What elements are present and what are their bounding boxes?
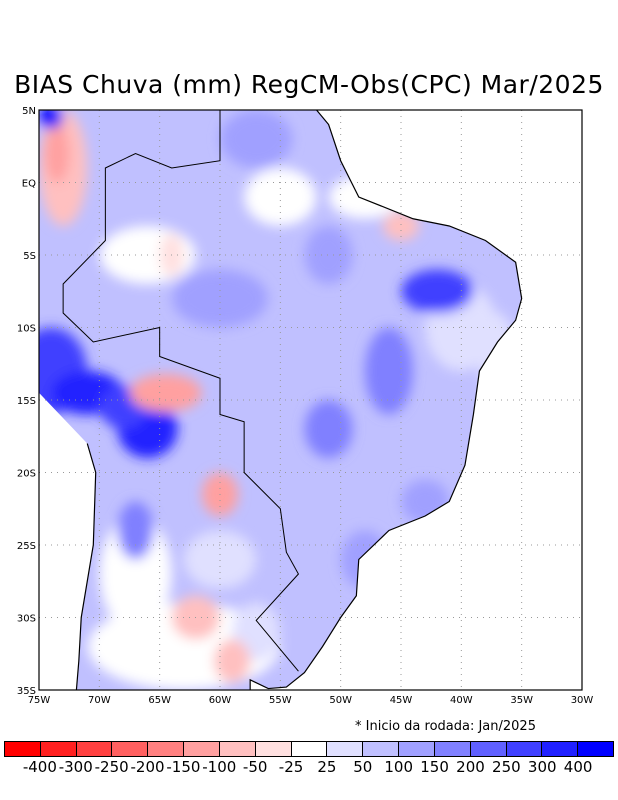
colorbar-label: -100 [202, 758, 237, 776]
lat-tick-label: 5N [22, 106, 36, 117]
bias-contour-region [304, 400, 353, 458]
colorbar-label: -50 [242, 758, 268, 776]
bias-contour-region [172, 269, 268, 328]
lat-tick-label: 30S [17, 614, 36, 625]
bias-contour-region [244, 168, 317, 226]
colorbar-swatch [363, 742, 400, 756]
bias-contour-region [117, 501, 154, 560]
run-start-note: * Inicio da rodada: Jan/2025 [355, 719, 536, 734]
colorbar-swatch [219, 742, 256, 756]
bias-contour-region [45, 124, 70, 183]
colorbar-swatch [542, 742, 579, 756]
colorbar-label: 150 [420, 758, 449, 776]
colorbar-label: 200 [456, 758, 485, 776]
colorbar-swatch [76, 742, 113, 756]
lat-tick-label: 20S [17, 469, 36, 480]
bias-contour-region [340, 530, 389, 589]
bias-contour-region [383, 211, 419, 241]
colorbar-label: -250 [94, 758, 129, 776]
lat-tick-label: 15S [17, 396, 36, 407]
colorbar-swatch [327, 742, 364, 756]
lon-tick-label: 70W [88, 695, 111, 706]
lon-tick-label: 65W [148, 695, 171, 706]
colorbar [4, 741, 614, 757]
lon-tick-label: 35W [510, 695, 533, 706]
bias-contour-region [364, 327, 413, 415]
colorbar-swatch [291, 742, 328, 756]
bias-contour-region [401, 479, 450, 524]
colorbar-label: 250 [492, 758, 521, 776]
colorbar-label: -300 [58, 758, 93, 776]
colorbar-label: -25 [278, 758, 304, 776]
brazil-border [62, 110, 300, 672]
lon-tick-label: 40W [450, 695, 473, 706]
colorbar-swatch [470, 742, 507, 756]
bias-contour-region [220, 110, 293, 168]
lat-tick-label: 5S [23, 251, 36, 262]
colorbar-label: 25 [317, 758, 337, 776]
colorbar-label: -200 [130, 758, 165, 776]
colorbar-swatch [506, 742, 543, 756]
lon-tick-label: 60W [209, 695, 232, 706]
lon-tick-label: 30W [571, 695, 594, 706]
colorbar-label: 400 [563, 758, 593, 776]
colorbar-labels: -400 -300 -250 -200 -150 -100 -50 -25 25 50 100 150… [0, 758, 618, 778]
bias-contour-region [39, 110, 64, 129]
lat-tick-label: EQ [22, 179, 36, 190]
bias-contour-region [401, 269, 474, 313]
colorbar-label: -150 [166, 758, 201, 776]
colorbar-label: 300 [527, 758, 557, 776]
colorbar-swatch [184, 742, 220, 756]
lon-tick-label: 55W [269, 695, 292, 706]
colorbar-label: 100 [384, 758, 414, 776]
lon-tick-label: 50W [329, 695, 352, 706]
bias-contour-region [129, 373, 202, 412]
colorbar-swatch [40, 742, 77, 756]
colorbar-swatch [434, 742, 471, 756]
lat-tick-label: 25S [17, 541, 36, 552]
lon-tick-label: 45W [390, 695, 413, 706]
lat-tick-label: 10S [17, 324, 36, 335]
colorbar-swatch [255, 742, 292, 756]
bias-contour-region [184, 530, 256, 589]
colorbar-swatch [148, 742, 185, 756]
colorbar-swatch [5, 742, 41, 756]
bias-contour-region [214, 639, 251, 683]
colorbar-label: -400 [22, 758, 57, 776]
lat-tick-label: 35S [17, 686, 36, 697]
coastline [75, 110, 523, 690]
colorbar-swatch [399, 742, 435, 756]
colorbar-label: 50 [353, 758, 373, 776]
map-title: BIAS Chuva (mm) RegCM-Obs(CPC) Mar/2025 [14, 70, 604, 99]
colorbar-swatch [578, 742, 614, 756]
bias-contour-region [328, 175, 401, 219]
colorbar-swatch [112, 742, 149, 756]
lon-tick-label: 75W [28, 695, 51, 706]
bias-contour-region [352, 124, 377, 154]
map-frame [38, 109, 583, 691]
bias-contour-region [304, 226, 353, 284]
